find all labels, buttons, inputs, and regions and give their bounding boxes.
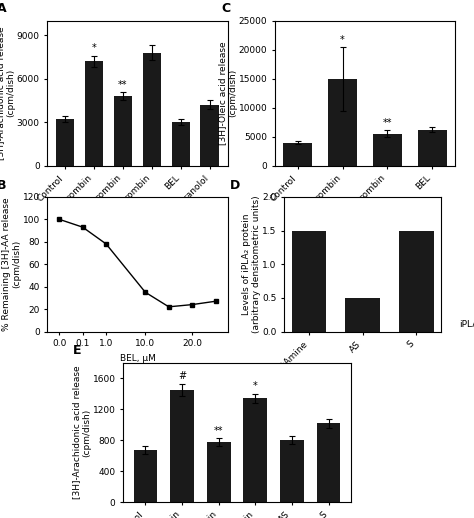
Bar	[172, 122, 191, 166]
Bar	[328, 79, 357, 166]
Bar	[114, 96, 132, 166]
Bar	[399, 231, 434, 332]
Text: *: *	[340, 35, 345, 45]
Y-axis label: Levels of iPLA₂ protein
(arbitrary densitometric units): Levels of iPLA₂ protein (arbitrary densi…	[242, 195, 261, 333]
Bar	[418, 130, 447, 166]
Text: #: #	[178, 371, 186, 381]
Bar	[207, 442, 230, 502]
Bar	[244, 398, 267, 502]
Bar	[55, 119, 74, 166]
Y-axis label: [3H]-Arachidonic acid release
(cpm/dish): [3H]-Arachidonic acid release (cpm/dish)	[72, 366, 91, 499]
X-axis label: BEL, μM: BEL, μM	[119, 354, 155, 363]
Y-axis label: [3H]-Arachidonic acid release
(cpm/dish): [3H]-Arachidonic acid release (cpm/dish)	[0, 26, 15, 160]
Bar	[143, 53, 161, 166]
Bar	[292, 231, 327, 332]
Bar	[373, 134, 402, 166]
Text: B: B	[0, 179, 7, 192]
Y-axis label: [3H]-Oleic acid release
(cpm/dish): [3H]-Oleic acid release (cpm/dish)	[218, 41, 237, 145]
Bar	[283, 142, 312, 166]
Bar	[280, 440, 304, 502]
Bar	[84, 61, 103, 166]
Text: *: *	[91, 44, 96, 53]
Text: **: **	[383, 118, 392, 128]
Text: **: **	[214, 426, 223, 436]
Bar	[201, 105, 219, 166]
Text: **: **	[118, 80, 128, 90]
Text: E: E	[73, 344, 82, 357]
Bar	[345, 298, 380, 332]
Y-axis label: % Remaining [3H]-AA release
(cpm/dish): % Remaining [3H]-AA release (cpm/dish)	[2, 197, 21, 331]
Bar	[170, 390, 194, 502]
Text: C: C	[221, 2, 230, 15]
Bar	[317, 423, 340, 502]
Bar	[134, 450, 157, 502]
Text: *: *	[253, 381, 258, 392]
Text: A: A	[0, 2, 7, 15]
Text: D: D	[229, 179, 240, 192]
Text: iPLA₂: iPLA₂	[459, 321, 474, 329]
